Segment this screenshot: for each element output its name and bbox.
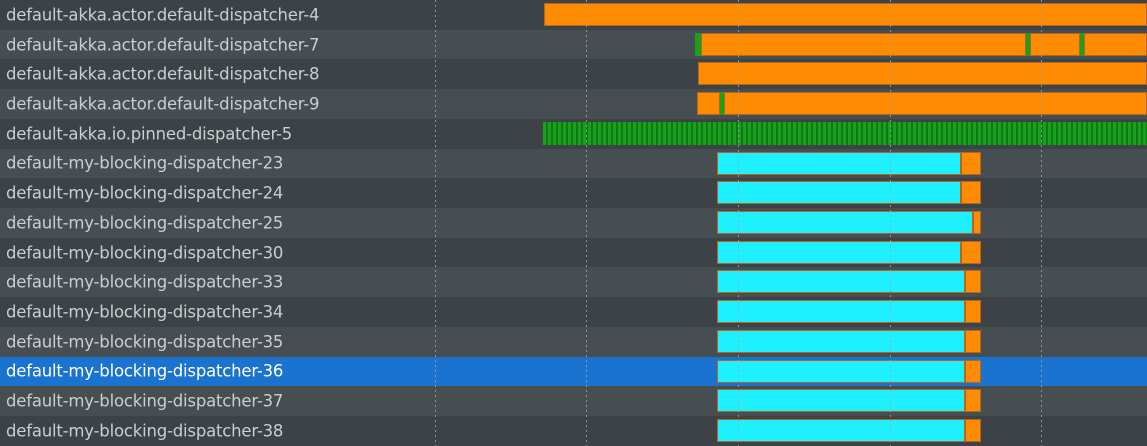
activity-segment-cyan[interactable] <box>717 151 961 175</box>
thread-row[interactable]: default-my-blocking-dispatcher-37 <box>0 386 1147 417</box>
activity-segment-cyan[interactable] <box>717 270 965 294</box>
thread-row[interactable]: default-my-blocking-dispatcher-33 <box>0 267 1147 298</box>
activity-segment-cyan[interactable] <box>717 389 965 413</box>
thread-row[interactable]: default-akka.actor.default-dispatcher-4 <box>0 0 1147 30</box>
row-segments <box>0 386 1147 416</box>
thread-row[interactable]: default-akka.actor.default-dispatcher-9 <box>0 89 1147 119</box>
activity-segment-cyan[interactable] <box>717 329 965 353</box>
activity-segment-running[interactable] <box>724 92 1147 116</box>
activity-segment-running[interactable] <box>965 300 981 324</box>
activity-segment-running[interactable] <box>1084 32 1147 56</box>
row-segments <box>0 149 1147 179</box>
activity-segment-green[interactable] <box>1080 32 1084 56</box>
thread-row[interactable]: default-akka.actor.default-dispatcher-8 <box>0 59 1147 90</box>
row-segments <box>0 119 1147 149</box>
activity-segment-running[interactable] <box>965 329 981 353</box>
activity-segment-cyan[interactable] <box>717 211 973 235</box>
row-segments <box>0 59 1147 89</box>
activity-segment-running[interactable] <box>961 181 981 205</box>
activity-segment-running[interactable] <box>965 270 981 294</box>
row-segments <box>0 327 1147 357</box>
activity-segment-running[interactable] <box>544 3 1147 26</box>
activity-segment-running[interactable] <box>965 389 981 413</box>
activity-segment-cyan[interactable] <box>717 240 961 264</box>
thread-row[interactable]: default-my-blocking-dispatcher-23 <box>0 148 1147 179</box>
activity-segment-striped[interactable] <box>543 121 1147 145</box>
row-segments <box>0 238 1147 268</box>
thread-row[interactable]: default-my-blocking-dispatcher-25 <box>0 208 1147 238</box>
thread-row[interactable]: default-akka.actor.default-dispatcher-7 <box>0 29 1147 60</box>
activity-segment-running[interactable] <box>965 419 981 443</box>
row-segments <box>0 357 1147 387</box>
activity-segment-running[interactable] <box>973 211 981 235</box>
row-segments <box>0 416 1147 446</box>
activity-segment-cyan[interactable] <box>717 359 965 383</box>
activity-segment-running[interactable] <box>701 32 1026 56</box>
row-segments <box>0 30 1147 60</box>
row-segments <box>0 0 1147 30</box>
activity-segment-running[interactable] <box>965 359 981 383</box>
activity-segment-cyan[interactable] <box>717 181 961 205</box>
thread-row[interactable]: default-my-blocking-dispatcher-36 <box>0 356 1147 387</box>
thread-row[interactable]: default-my-blocking-dispatcher-34 <box>0 297 1147 327</box>
activity-segment-cyan[interactable] <box>717 419 965 443</box>
activity-segment-running[interactable] <box>961 151 981 175</box>
activity-segment-running[interactable] <box>697 92 720 116</box>
activity-segment-running[interactable] <box>698 62 1147 86</box>
activity-segment-running[interactable] <box>961 240 981 264</box>
activity-segment-running[interactable] <box>1030 32 1080 56</box>
thread-row[interactable]: default-my-blocking-dispatcher-38 <box>0 416 1147 446</box>
thread-row[interactable]: default-my-blocking-dispatcher-30 <box>0 237 1147 268</box>
activity-segment-green[interactable] <box>1026 32 1030 56</box>
activity-segment-cyan[interactable] <box>717 300 965 324</box>
thread-row[interactable]: default-my-blocking-dispatcher-35 <box>0 326 1147 357</box>
row-segments <box>0 89 1147 119</box>
row-segments <box>0 297 1147 327</box>
activity-segment-green[interactable] <box>720 92 724 116</box>
row-segments <box>0 178 1147 208</box>
row-segments <box>0 267 1147 297</box>
row-segments <box>0 208 1147 238</box>
activity-segment-green[interactable] <box>695 32 701 56</box>
thread-row[interactable]: default-akka.io.pinned-dispatcher-5 <box>0 118 1147 149</box>
thread-row[interactable]: default-my-blocking-dispatcher-24 <box>0 178 1147 209</box>
